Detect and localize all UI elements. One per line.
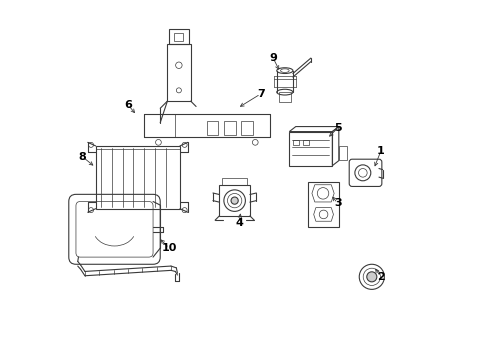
Bar	[292, 140, 299, 144]
Bar	[222, 178, 246, 185]
Text: 9: 9	[269, 53, 277, 63]
Text: 2: 2	[376, 272, 384, 282]
Circle shape	[366, 272, 376, 282]
Text: 4: 4	[235, 218, 243, 228]
Bar	[303, 140, 309, 144]
Bar	[96, 146, 180, 209]
Bar	[308, 182, 338, 226]
Bar	[289, 132, 332, 166]
Bar	[144, 114, 174, 137]
Bar	[278, 92, 290, 102]
Text: 10: 10	[161, 243, 177, 253]
Bar	[206, 121, 218, 135]
Circle shape	[230, 197, 238, 204]
Text: 8: 8	[79, 152, 86, 162]
Text: 7: 7	[256, 89, 264, 99]
Bar	[338, 146, 346, 160]
Text: 6: 6	[124, 100, 132, 110]
Text: 5: 5	[333, 123, 341, 133]
Bar	[219, 185, 249, 216]
Bar	[174, 33, 183, 41]
Bar	[224, 121, 235, 135]
Text: 3: 3	[333, 198, 341, 208]
Text: 1: 1	[376, 146, 384, 156]
Bar	[241, 121, 252, 135]
